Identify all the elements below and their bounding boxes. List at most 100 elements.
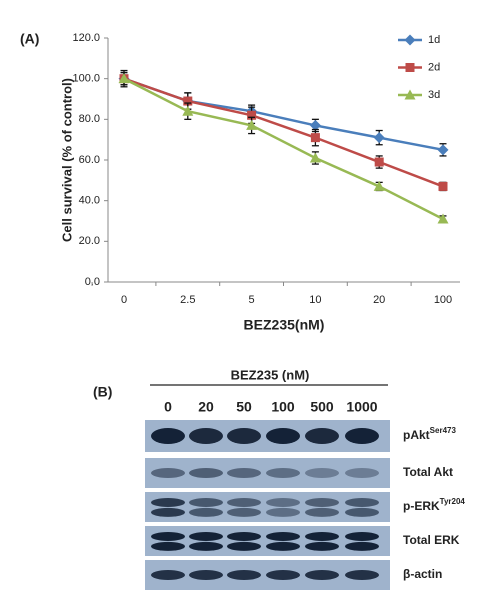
band [151,498,185,507]
lane-label: 50 [236,399,252,415]
band [227,532,261,541]
band [151,570,185,580]
band [305,428,339,444]
legend-label: 3d [428,89,440,101]
band [189,532,223,541]
band-label: β-actin [403,567,442,581]
band [151,468,185,478]
series-line [123,77,444,188]
band [305,541,339,551]
band [227,570,261,580]
band [345,541,379,551]
legend-marker [404,89,416,100]
panel-label: (B) [93,384,112,400]
band [151,541,185,551]
point [118,73,130,84]
band [305,532,339,541]
band [151,532,185,541]
x-axis-title: BEZ235(nM) [244,317,325,333]
y-tick-label: 0.0 [85,276,100,288]
lane-label: 100 [271,399,295,415]
band-superscript: Ser473 [430,426,457,435]
point [437,144,449,156]
treatment-label: BEZ235 (nM) [231,367,310,382]
legend-label: 1d [428,34,440,46]
band [266,532,300,541]
x-tick-label: 0 [121,294,127,306]
legend-marker [404,34,416,46]
band [266,570,300,580]
y-tick-label: 120.0 [72,32,100,44]
series-line [123,77,444,221]
band-name: pAkt [403,428,430,442]
panel-label: (A) [20,31,39,47]
band [345,570,379,580]
y-tick-label: 100.0 [72,73,100,85]
band [189,468,223,478]
y-tick-label: 80.0 [79,113,100,125]
band [189,541,223,551]
point [373,180,385,191]
legend-marker [405,63,415,72]
blot-strip [145,492,390,522]
point [438,181,448,191]
legend-label: 2d [428,61,440,73]
band [305,570,339,580]
band [266,428,300,444]
point [182,105,194,116]
band [305,498,339,507]
lane-label: 1000 [346,399,377,415]
band [189,498,223,507]
y-tick-label: 40.0 [79,195,100,207]
blot-strip [145,458,390,488]
band-label: p-ERKTyr204 [403,497,465,513]
band [227,498,261,507]
band [266,498,300,507]
band [266,507,300,517]
point [373,132,385,144]
point [309,119,321,131]
band [189,428,223,444]
band [227,428,261,444]
band [305,507,339,517]
band-superscript: Tyr204 [440,497,466,506]
band-label: Total Akt [403,465,453,479]
band [266,468,300,478]
point [374,157,384,167]
band [227,541,261,551]
band-name: Total Akt [403,465,453,479]
band [345,428,379,444]
point [246,119,258,130]
band-label: Total ERK [403,533,460,547]
x-tick-label: 5 [249,294,255,306]
band-name: Total ERK [403,533,460,547]
lane-label: 500 [310,399,334,415]
point [310,133,320,143]
y-tick-label: 60.0 [79,154,100,166]
x-tick-label: 10 [309,294,321,306]
x-tick-label: 100 [434,294,452,306]
point [183,96,193,106]
y-tick-label: 20.0 [79,235,100,247]
point [437,213,449,224]
x-tick-label: 2.5 [180,294,195,306]
band-label: pAktSer473 [403,426,456,442]
y-axis-title: Cell survival (% of control) [59,78,74,242]
band [227,507,261,517]
blot-strip [145,526,390,556]
lane-label: 0 [164,399,172,415]
band [266,541,300,551]
band [189,507,223,517]
band [345,498,379,507]
band [151,428,185,444]
band [227,468,261,478]
band [345,532,379,541]
band [345,507,379,517]
band [345,468,379,478]
point [309,152,321,163]
band [305,468,339,478]
series-line [123,77,444,152]
band-name: β-actin [403,567,442,581]
